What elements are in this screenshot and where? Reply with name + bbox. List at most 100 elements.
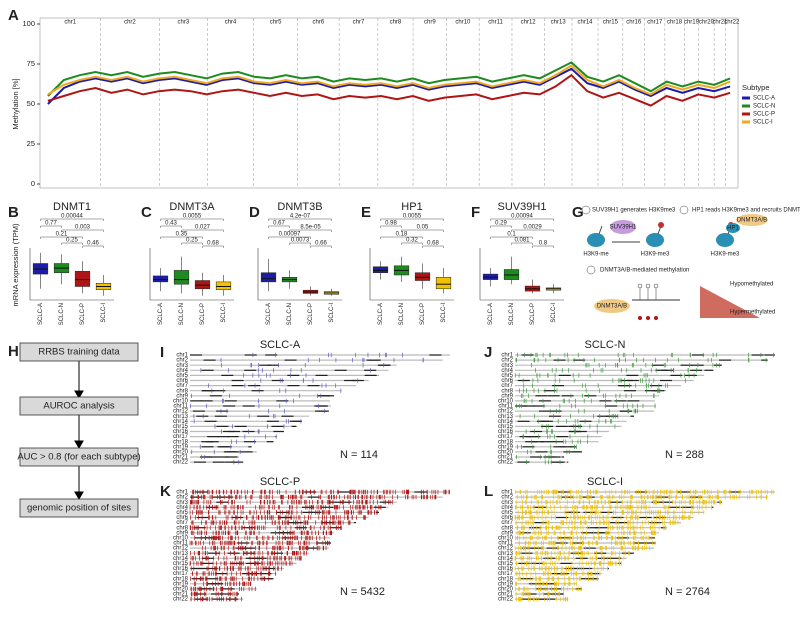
chromosome-label: chr2	[176, 358, 188, 364]
chromosome-label: chr7	[501, 520, 513, 526]
mark-label: H3K9-me3	[711, 252, 740, 258]
workflow-step	[19, 342, 139, 362]
comparison-bracket	[532, 245, 554, 248]
cpg-methylated	[654, 316, 658, 320]
chromosome-label: chr21	[173, 455, 189, 461]
chromosome-label: chr13	[498, 414, 514, 420]
y-tick-label: 25	[27, 139, 35, 148]
comparison-bracket	[310, 245, 332, 248]
p-value: 0.0055	[183, 214, 202, 220]
chromosome-label: chr3	[176, 363, 188, 369]
p-value: 0.003	[75, 225, 91, 231]
chromosome-label: chr6	[501, 515, 513, 521]
chromosome-label: chr8	[390, 20, 402, 26]
enzyme	[610, 220, 636, 234]
p-value: 0.0029	[523, 225, 542, 231]
chromosome-label: chr9	[176, 530, 188, 536]
comparison-bracket	[61, 242, 83, 245]
comparison-bracket	[268, 236, 311, 239]
box	[435, 277, 452, 290]
chromosome-label: chr12	[173, 409, 189, 415]
chromosome-label: chr20	[498, 449, 514, 455]
chromosome-label: chr21	[498, 592, 514, 598]
comparison-bracket	[40, 225, 62, 228]
chromosome-label: chr14	[578, 20, 594, 26]
chromosome-label: chr11	[173, 404, 188, 410]
chromosome-label: chr20	[173, 449, 189, 455]
workflow-arrows	[74, 361, 84, 501]
panel-letter: C	[141, 204, 152, 221]
gene-title: SUV39H1	[498, 201, 547, 213]
p-value: 0.66	[315, 241, 327, 247]
p-value: 0.0055	[403, 214, 422, 220]
comparison-bracket	[289, 229, 332, 232]
p-value: 0.1	[507, 232, 516, 238]
p-value: 0.25	[186, 238, 198, 244]
p-value: 0.0073	[291, 238, 310, 244]
karyotype-title: SCLC-A	[260, 339, 301, 351]
legend-title: Subtype	[742, 83, 770, 92]
gene-title: DNMT3B	[277, 201, 322, 213]
p-value: 0.25	[66, 238, 78, 244]
chromosome-label: chr17	[498, 434, 514, 440]
comparison-bracket	[181, 229, 224, 232]
chromosome-label: chr8	[501, 525, 513, 531]
chromosome-label: chr9	[424, 20, 436, 26]
chromosome-label: chr7	[176, 520, 188, 526]
chromosome-label: chr16	[626, 20, 642, 26]
chromosome-label: chr15	[603, 20, 619, 26]
workflow-text: RRBS training data	[38, 347, 120, 358]
x-tick-label: SCLC-P	[200, 303, 206, 325]
chromosome-label: chr6	[176, 515, 188, 521]
workflow-text: AUC > 0.8 (for each subtype)	[17, 452, 140, 463]
comparison-bracket	[61, 229, 104, 232]
chromosome-label: chr7	[501, 383, 513, 389]
p-value: 0.027	[195, 225, 211, 231]
chromosome-label: chr10	[455, 20, 471, 26]
chromosome-label: chr10	[498, 398, 514, 404]
workflow-step	[19, 498, 139, 518]
chromosome-label: chr11	[498, 404, 513, 410]
site-count: N = 2764	[665, 586, 710, 598]
comparison-bracket	[40, 218, 104, 221]
chromosome-label: chr13	[498, 551, 514, 557]
p-value: 0.00044	[61, 214, 83, 220]
karyotype-title: SCLC-N	[585, 339, 626, 351]
chromosome-label: chr16	[498, 429, 514, 435]
chromosome-label: chr14	[173, 419, 189, 425]
step-text: HP1 reads H3K9me3 and recruits DNMT3A/B	[692, 208, 800, 214]
comparison-bracket	[40, 236, 83, 239]
box	[152, 275, 169, 283]
legend-label: SCLC-A	[753, 96, 775, 102]
comparison-bracket	[202, 245, 224, 248]
workflow-step	[19, 396, 139, 416]
chromosome-label: chr4	[176, 368, 188, 374]
cpg-methylated	[646, 316, 650, 320]
chromosome-label: chr22	[498, 597, 514, 603]
gene-title: DNMT3A	[169, 201, 215, 213]
chromosome-label: chr7	[353, 20, 365, 26]
chromosome-label: chr1	[501, 353, 513, 359]
box	[414, 272, 431, 281]
chromosome-label: chr22	[173, 460, 189, 466]
chromosome-label: chr6	[176, 378, 188, 384]
p-value: 0.05	[417, 225, 429, 231]
cpg-open	[637, 283, 643, 289]
chromosome-label: chr4	[176, 505, 188, 511]
y-tick-label: 75	[27, 59, 35, 68]
chromosome-label: chr8	[176, 388, 188, 394]
comparison-bracket	[511, 242, 533, 245]
chromosome-label: chr19	[498, 581, 514, 587]
x-tick-label: SCLC-P	[530, 303, 536, 325]
gradient-wedge	[700, 286, 760, 318]
chromosome-label: chr16	[173, 566, 189, 572]
chromosome-label: chr18	[173, 576, 189, 582]
chromosome-label: chr14	[498, 419, 514, 425]
x-tick-label: SCLC-N	[287, 303, 293, 325]
x-tick-label: SCLC-A	[266, 303, 272, 325]
methylation-line	[47, 61, 731, 97]
chromosome-label: chr5	[176, 373, 188, 379]
chromosome-label: chr13	[173, 414, 189, 420]
chromosome-label: chr8	[176, 525, 188, 531]
step-text: DNMT3A/B-mediated methylation	[600, 268, 689, 274]
